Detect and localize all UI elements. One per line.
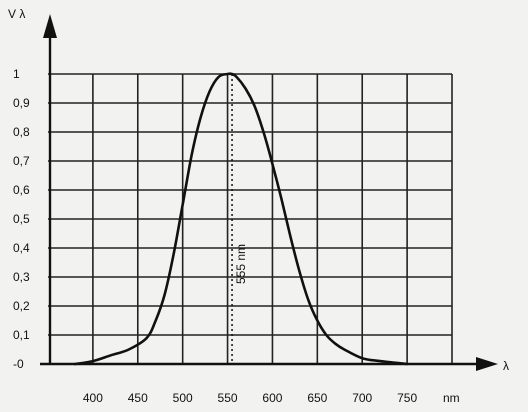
y-axis-label: V λ	[8, 7, 25, 21]
y-tick-label: 0,7	[13, 154, 30, 168]
x-tick-label: 400	[83, 391, 103, 405]
series-line	[73, 72, 409, 366]
y-tick-label: 0,6	[13, 183, 30, 197]
x-unit-label: nm	[443, 391, 460, 405]
y-tick-label: 0,2	[13, 299, 30, 313]
labels: V λ λ nm -0 0,1 0,2 0,3 0,4 0,5 0,6 0,7 0,8 0,9 1 4…	[8, 7, 509, 405]
y-tick-label: 0,1	[13, 328, 30, 342]
x-tick-label: 750	[397, 391, 417, 405]
y-tick-label: -0	[13, 357, 24, 371]
peak-label: 555 nm	[234, 244, 248, 284]
x-tick-label: 550	[218, 391, 238, 405]
x-tick-label: 450	[128, 391, 148, 405]
x-tick-label: 650	[307, 391, 327, 405]
x-tick-label: 700	[352, 391, 372, 405]
x-tick-label: 600	[262, 391, 282, 405]
peak-marker: 555 nm	[231, 74, 248, 364]
y-axis-arrow-icon	[43, 14, 57, 38]
y-tick-label: 0,3	[13, 270, 30, 284]
y-tick-label: 0,9	[13, 96, 30, 110]
y-tick-label: 0,5	[13, 212, 30, 226]
x-axis-arrow-icon	[476, 357, 498, 371]
y-tick-label: 0,4	[13, 241, 30, 255]
series-layer	[73, 72, 409, 366]
y-tick-label: 0,8	[13, 125, 30, 139]
x-tick-label: 500	[173, 391, 193, 405]
grid	[48, 73, 453, 364]
y-tick-label: 1	[13, 67, 20, 81]
axes	[40, 14, 498, 371]
x-axis-label: λ	[503, 359, 509, 373]
